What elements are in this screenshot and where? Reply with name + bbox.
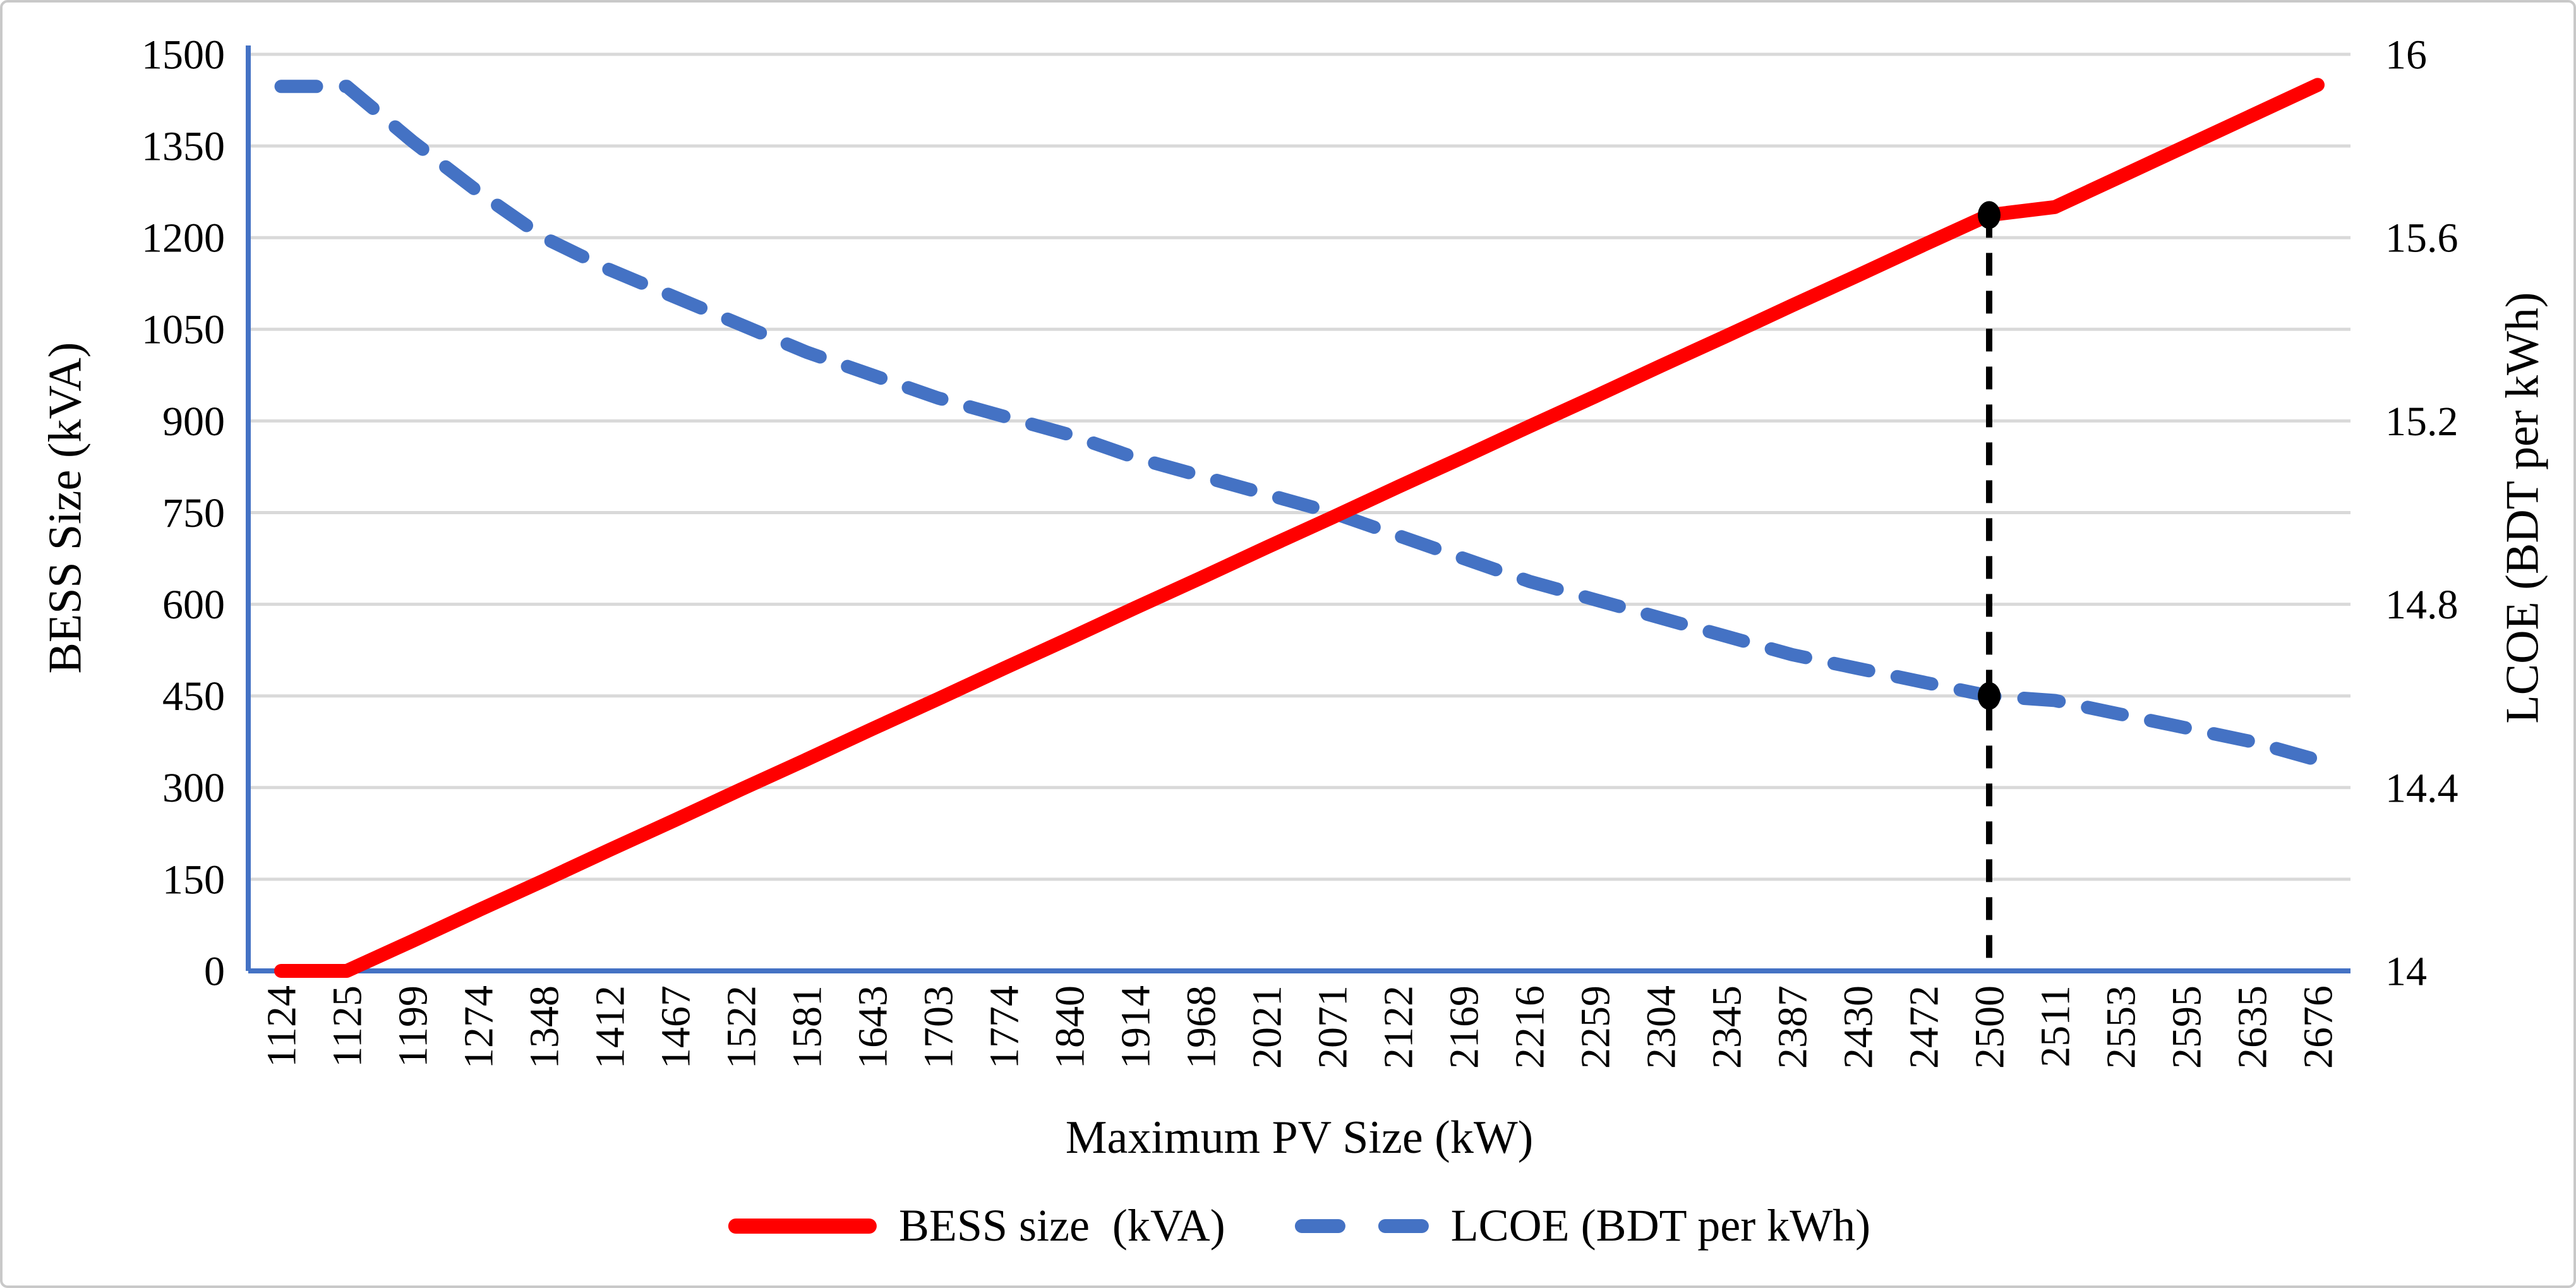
x-tick-label: 1774 <box>981 985 1027 1069</box>
y-left-tick-label: 900 <box>162 399 225 445</box>
plot-area: 0 150 300 450 600 750 900 1050 1200 1350 1500 14 14.… <box>141 32 2459 1069</box>
x-tick-label: 1643 <box>850 985 896 1069</box>
y-left-tick-label: 1200 <box>141 215 225 262</box>
legend-label-lcoe: LCOE (BDT per kWh) <box>1450 1200 1871 1251</box>
x-tick-label: 1968 <box>1178 985 1224 1069</box>
y-right-tick-label: 14.4 <box>2385 765 2459 811</box>
legend-item-lcoe: LCOE (BDT per kWh) <box>1294 1200 1871 1252</box>
x-tick-label: 1467 <box>653 985 699 1069</box>
y-left-tick-label: 450 <box>162 673 225 719</box>
x-tick-label: 1348 <box>521 985 567 1069</box>
x-tick-label: 1581 <box>784 985 830 1069</box>
y-left-tick-label: 0 <box>204 948 225 994</box>
y-right-tick-label: 15.6 <box>2385 215 2459 262</box>
y-axis-title-right: LCOE (BDT per kWh) <box>2496 292 2549 724</box>
lcoe-dash-icon <box>1378 1219 1429 1233</box>
legend-label-bess: BESS size (kVA) <box>898 1200 1225 1251</box>
x-tick-label: 2500 <box>1966 985 2013 1069</box>
y-left-tick-label: 1350 <box>141 124 225 170</box>
lcoe-dash-icon <box>1294 1219 1345 1233</box>
y-left-tick-label: 750 <box>162 490 225 536</box>
lcoe-marker-dot <box>1978 682 2001 710</box>
x-tick-label: 2511 <box>2032 985 2078 1068</box>
y-left-tick-label: 300 <box>162 765 225 811</box>
lcoe-line-swatch <box>1294 1219 1429 1233</box>
x-tick-label: 1124 <box>258 985 304 1068</box>
x-tick-label: 1274 <box>455 985 502 1069</box>
bess-line <box>274 78 2325 978</box>
x-tick-label: 2472 <box>1901 985 1947 1069</box>
lcoe-line <box>274 80 2325 767</box>
y-right-tick-label: 16 <box>2385 32 2427 78</box>
x-tick-label: 1840 <box>1047 985 1093 1069</box>
x-tick-label: 2595 <box>2164 985 2210 1069</box>
y-left-tick-label: 150 <box>162 857 225 903</box>
y-left-tick-label: 1500 <box>141 32 225 78</box>
bess-marker-dot <box>1978 201 2001 229</box>
x-axis-title: Maximum PV Size (kW) <box>1065 1112 1534 1164</box>
x-tick-label: 2304 <box>1638 985 1684 1069</box>
x-tick-label: 1412 <box>587 985 633 1069</box>
bess-line-swatch <box>728 1218 877 1234</box>
x-tick-label: 2169 <box>1441 985 1487 1069</box>
x-tick-label: 1703 <box>915 985 961 1069</box>
y-axis-title-left: BESS Size (kVA) <box>39 342 92 674</box>
x-tick-label: 2021 <box>1244 985 1290 1069</box>
x-tick-label: 2430 <box>1835 985 1881 1069</box>
x-tick-label: 2122 <box>1375 985 1421 1069</box>
x-tick-label: 2071 <box>1309 985 1356 1069</box>
x-tick-label: 1914 <box>1112 985 1159 1069</box>
x-tick-label: 2553 <box>2098 985 2144 1069</box>
y-right-tick-label: 14.8 <box>2385 582 2459 628</box>
x-tick-label: 2676 <box>2295 985 2341 1069</box>
y-left-tick-label: 1050 <box>141 307 225 353</box>
legend: BESS size (kVA) LCOE (BDT per kWh) <box>728 1200 1870 1252</box>
legend-item-bess: BESS size (kVA) <box>728 1200 1225 1252</box>
y-right-tick-label: 15.2 <box>2385 399 2459 445</box>
x-tick-label: 1125 <box>324 985 370 1068</box>
x-tick-label: 2216 <box>1507 985 1553 1069</box>
x-tick-label: 1522 <box>718 985 764 1069</box>
x-tick-label: 2259 <box>1572 985 1618 1069</box>
y-right-tick-label: 14 <box>2385 948 2427 994</box>
x-tick-label: 2387 <box>1769 985 1815 1069</box>
x-tick-label: 1199 <box>390 985 436 1068</box>
x-tick-label: 2635 <box>2229 985 2275 1069</box>
x-tick-label: 2345 <box>1704 985 1750 1069</box>
y-left-tick-label: 600 <box>162 582 225 628</box>
